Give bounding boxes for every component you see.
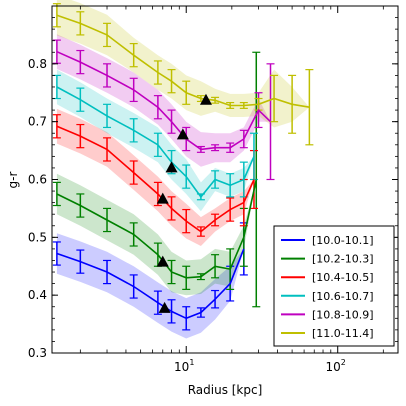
y-tick-label: 0.8 xyxy=(28,57,47,71)
confidence-bands xyxy=(56,0,310,339)
error-bar xyxy=(52,181,61,207)
x-axis-label: Radius [kpc] xyxy=(188,383,263,397)
x-tick-label: 101 xyxy=(174,358,194,374)
triangle-marker-1 xyxy=(156,255,169,267)
legend-label: [10.4-10.5] xyxy=(312,271,374,284)
y-tick-label: 0.4 xyxy=(28,288,47,302)
x-tick-label: 102 xyxy=(326,358,346,374)
series-line-0 xyxy=(56,248,245,320)
triangle-marker-5 xyxy=(199,93,212,105)
series-line-2 xyxy=(56,125,255,233)
legend-label: [10.0-10.1] xyxy=(312,234,374,247)
legend: [10.0-10.1] [10.2-10.3] [10.4-10.5] [10.6-1… xyxy=(273,225,395,347)
legend-box xyxy=(273,225,395,347)
error-bar xyxy=(52,241,61,266)
series-band-5 xyxy=(56,0,310,128)
y-tick-label: 0.5 xyxy=(28,230,47,244)
y-tick-label: 0.3 xyxy=(28,346,47,360)
triangle-marker-4 xyxy=(176,128,189,140)
series-band-3 xyxy=(56,69,255,212)
series-line-3 xyxy=(56,86,255,199)
series-line-5 xyxy=(56,14,310,108)
legend-label: [10.2-10.3] xyxy=(312,253,374,266)
series-band-2 xyxy=(56,108,255,247)
axis-ticks xyxy=(52,5,398,354)
error-bar xyxy=(52,3,61,28)
triangle-marker-2 xyxy=(156,192,169,204)
legend-label: [11.0-11.4] xyxy=(312,327,374,340)
legend-label: [10.6-10.7] xyxy=(312,290,374,303)
y-tick-labels: 0.3 0.4 0.5 0.6 0.7 0.8 xyxy=(28,57,47,360)
series-band-0 xyxy=(56,233,244,339)
y-axis-label: g-r xyxy=(6,171,20,188)
y-tick-label: 0.6 xyxy=(28,173,47,187)
error-bar xyxy=(52,114,61,139)
triangle-markers xyxy=(156,93,212,313)
triangle-marker-3 xyxy=(165,161,178,173)
series-band-4 xyxy=(56,34,271,167)
x-tick-labels: 101 102 xyxy=(174,358,346,374)
series-line-1 xyxy=(56,179,258,279)
legend-label: [10.8-10.9] xyxy=(312,308,374,321)
y-tick-label: 0.7 xyxy=(28,115,47,129)
triangle-marker-0 xyxy=(158,301,171,313)
error-bar xyxy=(52,39,61,64)
series-band-1 xyxy=(56,173,257,296)
